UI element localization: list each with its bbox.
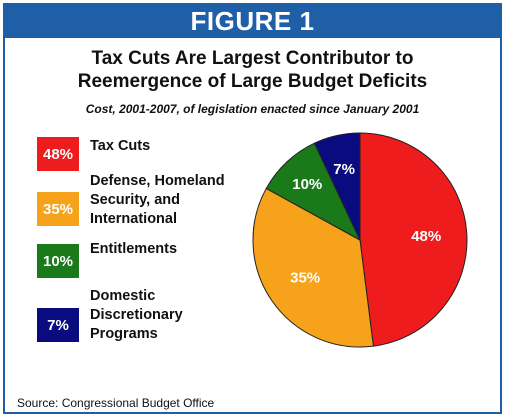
legend-swatch: 10% [37, 244, 79, 278]
legend-label: Domestic Discretionary Programs [90, 288, 183, 342]
chart-subtitle: Cost, 2001-2007, of legislation enacted … [85, 102, 420, 116]
pie-chart: 48% 35% 10% 7% [252, 132, 468, 348]
source-note: Source: Congressional Budget Office [17, 396, 215, 410]
pie-slice-label: 7% [333, 161, 355, 178]
legend-swatch: 7% [37, 308, 79, 342]
legend-swatch: 35% [37, 192, 79, 226]
chart-title-line1: Tax Cuts Are Largest Contributor to [91, 48, 414, 69]
pie-slice [313, 132, 361, 241]
figure-banner: FIGURE 1 [5, 5, 500, 38]
legend-label: Tax Cuts [90, 138, 151, 154]
legend-swatch: 48% [37, 137, 79, 171]
pie-slice-label: 48% [411, 228, 441, 245]
legend-label: Entitlements [90, 241, 178, 257]
pie-slice-label: 10% [292, 176, 322, 193]
pie-slice-label: 35% [290, 269, 320, 286]
legend-label: Defense, Homeland Security, and Internat… [90, 173, 225, 227]
chart-title-line2: Reemergence of Large Budget Deficits [77, 71, 428, 92]
pie-slice [252, 187, 374, 348]
pie-slice [359, 132, 468, 347]
